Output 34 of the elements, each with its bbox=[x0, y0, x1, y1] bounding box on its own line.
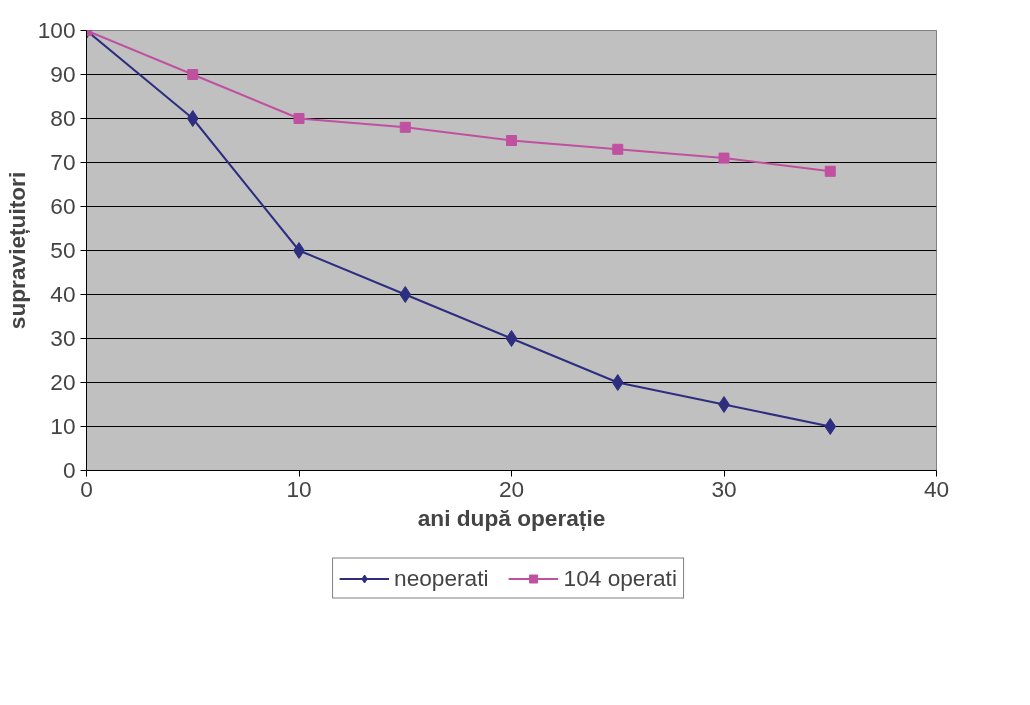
y-tick-label: 0 bbox=[62, 457, 76, 483]
point bbox=[718, 396, 730, 413]
point bbox=[187, 69, 199, 80]
y-tick-label: 50 bbox=[50, 237, 76, 263]
y-tick-label: 100 bbox=[37, 17, 76, 43]
point bbox=[612, 143, 624, 155]
point bbox=[505, 330, 518, 347]
point bbox=[611, 374, 624, 391]
x-axis-title: ani după operație bbox=[417, 504, 606, 531]
point bbox=[506, 135, 517, 146]
y-tick-label: 30 bbox=[50, 325, 76, 351]
x-tick-label: 30 bbox=[711, 475, 737, 502]
y-axis-title: supraviețuitori bbox=[3, 171, 30, 330]
x-tick-label: 0 bbox=[80, 475, 93, 502]
point bbox=[399, 286, 412, 303]
x-tick-label: 20 bbox=[498, 475, 525, 502]
y-tick-label: 40 bbox=[50, 281, 76, 307]
x-tick-label: 10 bbox=[286, 475, 312, 502]
y-tick-label: 80 bbox=[50, 105, 76, 131]
y-tick-label: 70 bbox=[50, 149, 76, 175]
point bbox=[399, 121, 411, 133]
point bbox=[718, 152, 730, 164]
y-tick-label: 90 bbox=[50, 61, 76, 87]
y-tick-label: 20 bbox=[50, 369, 76, 395]
point bbox=[824, 165, 836, 177]
y-tick-label: 60 bbox=[50, 193, 76, 219]
point bbox=[824, 418, 837, 435]
legend-label: neoperati bbox=[394, 564, 489, 592]
y-tick-label: 10 bbox=[50, 413, 76, 439]
x-tick-label: 40 bbox=[923, 475, 950, 502]
point bbox=[293, 242, 305, 259]
legend-label: 104 operati bbox=[563, 564, 677, 592]
point bbox=[293, 113, 305, 124]
point bbox=[186, 110, 199, 127]
